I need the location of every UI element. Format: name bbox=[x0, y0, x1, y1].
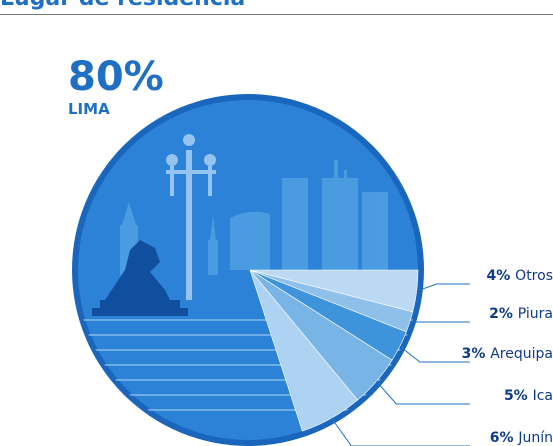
lima-skyline-illustration bbox=[76, 134, 420, 411]
pie-slices bbox=[249, 269, 419, 432]
slice-percentage: 3% bbox=[462, 346, 491, 362]
slice-label: 5% Ica bbox=[504, 388, 553, 404]
slice-label: 2% Piura bbox=[489, 306, 553, 322]
slice-label: 6% Junín bbox=[490, 430, 553, 446]
slice-leader-lines bbox=[331, 283, 470, 446]
slice-percentage: 4% bbox=[487, 268, 516, 284]
title-divider bbox=[0, 14, 553, 15]
slice-percentage: 2% bbox=[489, 306, 518, 322]
lima-label: LIMA bbox=[68, 100, 110, 118]
slice-label: 3% Arequipa bbox=[462, 346, 553, 362]
leader-line bbox=[399, 345, 470, 363]
leader-line bbox=[376, 381, 470, 405]
pie-slice-junin bbox=[249, 269, 358, 432]
slice-label: 4% Otros bbox=[487, 268, 553, 284]
slice-name: Piura bbox=[518, 306, 553, 322]
slice-name: Arequipa bbox=[490, 346, 553, 362]
slice-name: Junín bbox=[517, 430, 553, 446]
slice-percentage: 6% bbox=[490, 430, 519, 446]
leader-line bbox=[331, 417, 470, 446]
slice-name: Ica bbox=[533, 388, 553, 404]
slice-percentage: 5% bbox=[504, 388, 533, 404]
slice-labels: 4% Otros 2% Piura 3% Arequipa 5% Ica 6% Juní… bbox=[462, 268, 553, 446]
lima-percentage: 80% bbox=[68, 54, 164, 100]
slice-name: Otros bbox=[515, 268, 553, 284]
page-title: Lugar de residencia bbox=[0, 0, 245, 11]
leader-line bbox=[416, 283, 470, 292]
